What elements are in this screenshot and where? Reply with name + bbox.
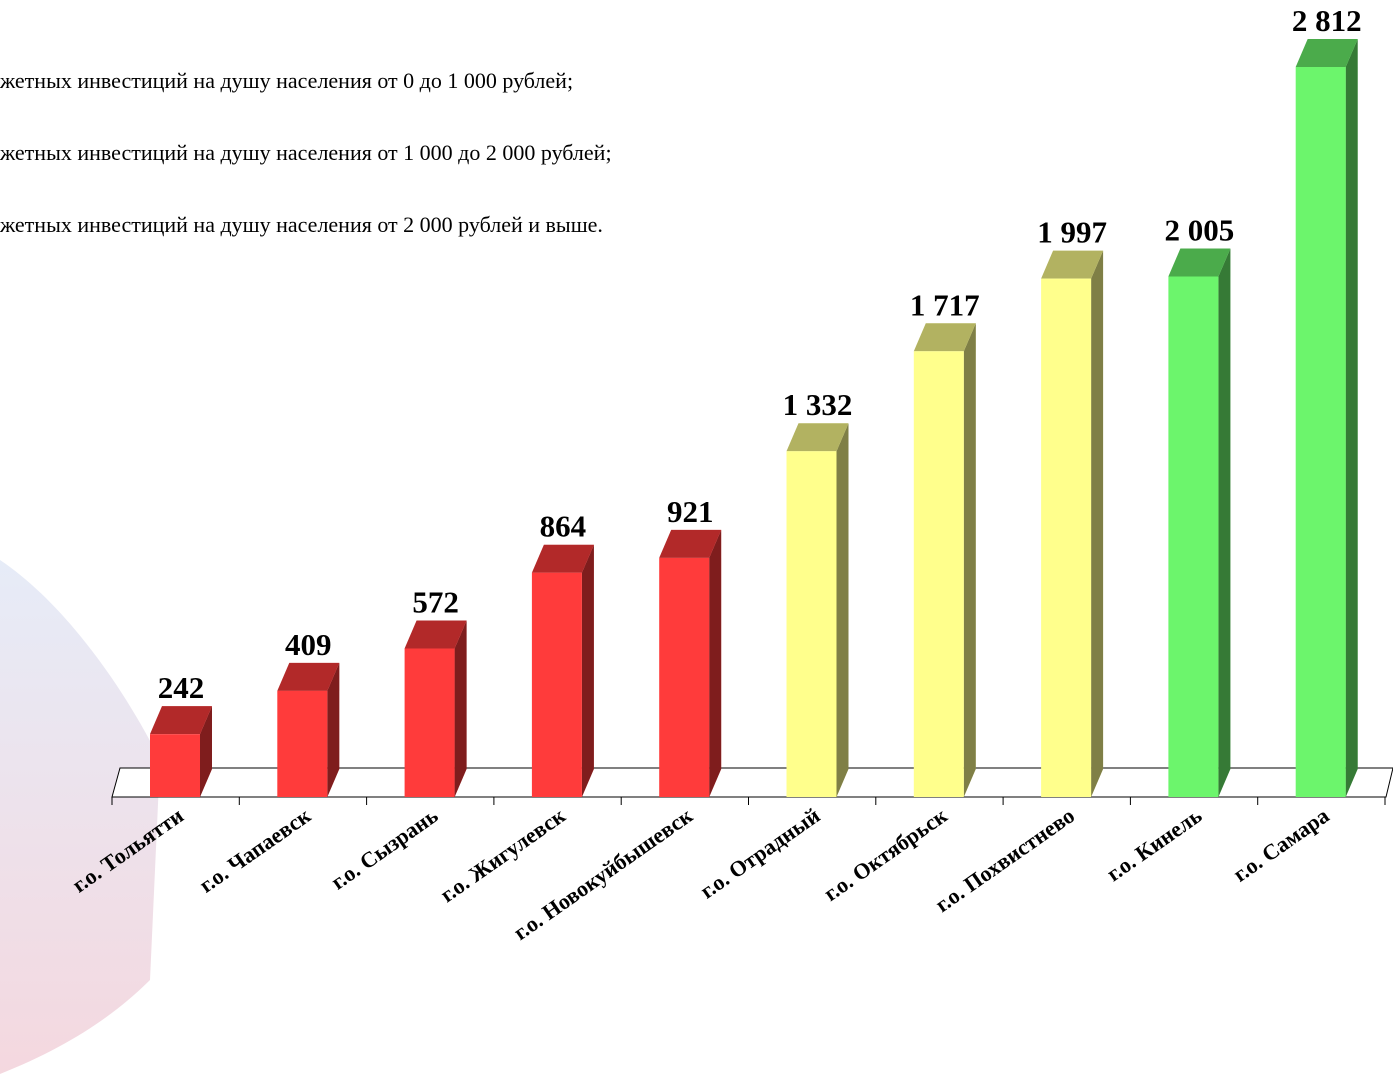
bar-top-shade — [786, 423, 849, 452]
bar-top-shade — [659, 529, 722, 558]
bar — [1168, 276, 1219, 798]
decoration — [0, 560, 160, 1074]
category-label: г.о. Октябрьск — [819, 802, 952, 906]
bar-top-shade — [277, 662, 340, 691]
category-label: г.о. Отрадный — [695, 802, 824, 903]
bar — [913, 351, 964, 797]
bar-top — [404, 620, 467, 649]
category-label: г.о. Жигулевск — [435, 802, 570, 907]
category-label: г.о. Кинель — [1102, 802, 1207, 886]
bar-side-shade — [1218, 248, 1231, 797]
category-label: г.о. Чапаевск — [194, 802, 315, 897]
bar-top — [1168, 248, 1231, 277]
bar — [1295, 67, 1346, 797]
value-label: 864 — [540, 509, 587, 544]
bar-side-shade — [200, 706, 212, 797]
bar-top — [277, 662, 340, 691]
bar-side-shade — [836, 423, 849, 797]
value-label: 242 — [158, 670, 205, 705]
legend-text: жетных инвестиций на душу населения от 0… — [0, 68, 573, 93]
bar-top-shade — [531, 544, 594, 573]
bar-top — [1295, 39, 1358, 67]
value-label: 409 — [285, 627, 332, 662]
value-label: 572 — [412, 585, 459, 620]
bar-top-shade — [404, 620, 467, 649]
value-label: 1 332 — [783, 387, 853, 422]
value-label: 2 005 — [1165, 212, 1235, 247]
value-label: 1 997 — [1037, 215, 1107, 250]
bar — [531, 572, 582, 797]
bar-top — [150, 706, 212, 735]
bar-side-shade — [1091, 250, 1104, 798]
bar-side-shade — [454, 620, 467, 797]
bar-side-shade — [963, 323, 976, 797]
bar-side-shade — [1345, 39, 1358, 797]
category-label: г.о. Самара — [1228, 803, 1333, 887]
bar-top-shade — [1041, 250, 1104, 279]
bar-top — [659, 529, 722, 558]
legend-text: жетных инвестиций на душу населения от 2… — [0, 212, 603, 237]
bar — [1041, 278, 1092, 797]
bar-side-shade — [581, 544, 594, 797]
value-label: 2 812 — [1292, 3, 1362, 38]
bar-top — [1041, 250, 1104, 279]
bar — [786, 451, 837, 797]
bar-top-shade — [1168, 248, 1231, 277]
bar-top-shade — [913, 323, 976, 352]
bar-top-shade — [1295, 39, 1358, 67]
bar — [404, 648, 455, 797]
category-label: г.о. Сызрань — [326, 802, 443, 894]
bar — [659, 557, 710, 797]
legend-text: жетных инвестиций на душу населения от 1… — [0, 140, 612, 165]
bar-top-shade — [150, 706, 212, 735]
bar-side-shade — [327, 662, 340, 797]
value-label: 1 717 — [910, 287, 980, 322]
bar-top — [913, 323, 976, 352]
bar — [150, 734, 200, 797]
value-label: 921 — [667, 494, 714, 529]
category-label: г.о. Похвистнево — [930, 803, 1079, 917]
bar-top — [531, 544, 594, 573]
bar-top — [786, 423, 849, 452]
bar — [277, 690, 328, 797]
bar-side-shade — [709, 529, 722, 797]
